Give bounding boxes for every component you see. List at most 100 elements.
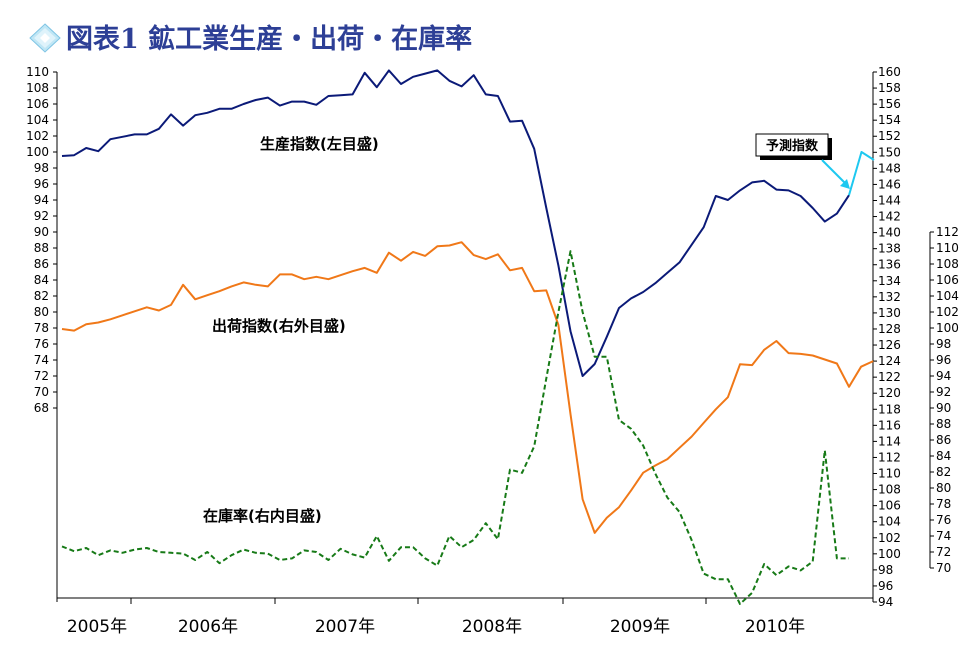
right-tick-label: 150 <box>878 145 901 159</box>
right-tick-label: 146 <box>878 177 901 191</box>
left-tick-label: 100 <box>26 145 49 159</box>
x-tick-label: 2006年 <box>178 617 238 637</box>
left-tick-label: 86 <box>34 257 49 271</box>
annotation-production: 生産指数(左目盛) <box>260 135 379 153</box>
annotation-shipments: 出荷指数(右外目盛) <box>212 317 346 335</box>
left-tick-label: 98 <box>34 161 49 175</box>
right-tick-label: 142 <box>878 210 901 224</box>
left-tick-label: 94 <box>34 193 49 207</box>
inner-right-tick-label: 86 <box>936 433 951 447</box>
inner-right-tick-label: 108 <box>936 257 959 271</box>
right-tick-label: 126 <box>878 338 901 352</box>
left-tick-label: 72 <box>34 369 49 383</box>
right-tick-label: 112 <box>878 450 901 464</box>
left-tick-label: 102 <box>26 129 49 143</box>
left-tick-label: 88 <box>34 241 49 255</box>
left-tick-label: 92 <box>34 209 49 223</box>
series-line <box>61 241 874 534</box>
left-tick-label: 106 <box>26 97 49 111</box>
right-tick-label: 106 <box>878 499 901 513</box>
right-tick-label: 114 <box>878 434 901 448</box>
right-tick-label: 122 <box>878 370 901 384</box>
right-tick-label: 128 <box>878 322 901 336</box>
right-tick-label: 108 <box>878 483 901 497</box>
chart-title: 図表1 鉱工業生産・出荷・在庫率 <box>66 23 472 55</box>
inner-right-tick-label: 84 <box>936 449 951 463</box>
inner-right-tick-label: 80 <box>936 481 951 495</box>
right-tick-label: 110 <box>878 467 901 481</box>
left-tick-label: 82 <box>34 289 49 303</box>
right-tick-label: 116 <box>878 418 901 432</box>
inner-right-tick-label: 74 <box>936 529 951 543</box>
inner-right-tick-label: 76 <box>936 513 951 527</box>
left-tick-label: 84 <box>34 273 49 287</box>
right-tick-label: 152 <box>878 129 901 143</box>
plot-area: 68 70 72 74 76 78 80 82 84 86 88 90 92 94 96 98 100 102 10… <box>26 65 959 637</box>
x-tick-label: 2008年 <box>462 617 522 637</box>
right-tick-label: 124 <box>878 354 901 368</box>
right-tick-label: 132 <box>878 290 901 304</box>
right-tick-label: 94 <box>878 595 893 609</box>
right-tick-label: 136 <box>878 258 901 272</box>
title-group: 図表1 鉱工業生産・出荷・在庫率 <box>29 23 472 55</box>
inner-right-tick-label: 78 <box>936 497 951 511</box>
right-tick-label: 144 <box>878 193 901 207</box>
left-tick-label: 108 <box>26 81 49 95</box>
series-line <box>61 250 849 605</box>
right-tick-label: 118 <box>878 402 901 416</box>
right-tick-label: 156 <box>878 97 901 111</box>
forecast-callout-label: 予測指数 <box>766 138 819 154</box>
left-tick-label: 74 <box>34 353 49 367</box>
right-tick-label: 104 <box>878 515 901 529</box>
x-tick-label: 2009年 <box>610 617 670 637</box>
inner-right-tick-label: 110 <box>936 241 959 255</box>
inner-right-tick-label: 82 <box>936 465 951 479</box>
inner-right-tick-label: 96 <box>936 353 951 367</box>
right-tick-label: 120 <box>878 386 901 400</box>
inner-right-tick-label: 88 <box>936 417 951 431</box>
left-tick-label: 70 <box>34 385 49 399</box>
inner-right-tick-label: 100 <box>936 321 959 335</box>
left-tick-label: 76 <box>34 337 49 351</box>
inner-right-tick-label: 70 <box>936 561 951 575</box>
left-tick-label: 78 <box>34 321 49 335</box>
left-tick-label: 80 <box>34 305 49 319</box>
inner-right-tick-label: 102 <box>936 305 959 319</box>
inner-right-tick-label: 94 <box>936 369 951 383</box>
left-tick-label: 104 <box>26 113 49 127</box>
inner-right-tick-label: 72 <box>936 545 951 559</box>
series-line <box>61 69 850 377</box>
right-tick-label: 148 <box>878 161 901 175</box>
inner-right-tick-label: 92 <box>936 385 951 399</box>
inner-right-tick-label: 90 <box>936 401 951 415</box>
right-tick-label: 138 <box>878 242 901 256</box>
x-tick-label: 2007年 <box>315 617 375 637</box>
inner-right-tick-label: 98 <box>936 337 951 351</box>
forecast-arrow-line <box>821 159 849 187</box>
x-tick-label: 2010年 <box>745 617 805 637</box>
right-tick-label: 158 <box>878 81 901 95</box>
left-tick-label: 96 <box>34 177 49 191</box>
right-tick-label: 102 <box>878 531 901 545</box>
forecast-arrow-head <box>840 179 850 189</box>
inner-right-tick-label: 106 <box>936 273 959 287</box>
left-tick-label: 110 <box>26 65 49 79</box>
right-tick-label: 98 <box>878 563 893 577</box>
diamond-icon <box>29 23 61 53</box>
right-tick-label: 130 <box>878 306 901 320</box>
series-line <box>848 151 875 196</box>
right-tick-label: 160 <box>878 65 901 79</box>
left-tick-label: 68 <box>34 401 49 415</box>
annotation-inventory: 在庫率(右内目盛) <box>203 507 322 525</box>
right-tick-label: 100 <box>878 547 901 561</box>
right-tick-label: 134 <box>878 274 901 288</box>
inner-right-tick-label: 104 <box>936 289 959 303</box>
x-tick-label: 2005年 <box>67 617 127 637</box>
inner-right-tick-label: 112 <box>936 225 959 239</box>
left-tick-label: 90 <box>34 225 49 239</box>
right-tick-label: 140 <box>878 226 901 240</box>
forecast-callout-box <box>755 133 829 157</box>
right-tick-label: 96 <box>878 579 893 593</box>
right-tick-label: 154 <box>878 113 901 127</box>
